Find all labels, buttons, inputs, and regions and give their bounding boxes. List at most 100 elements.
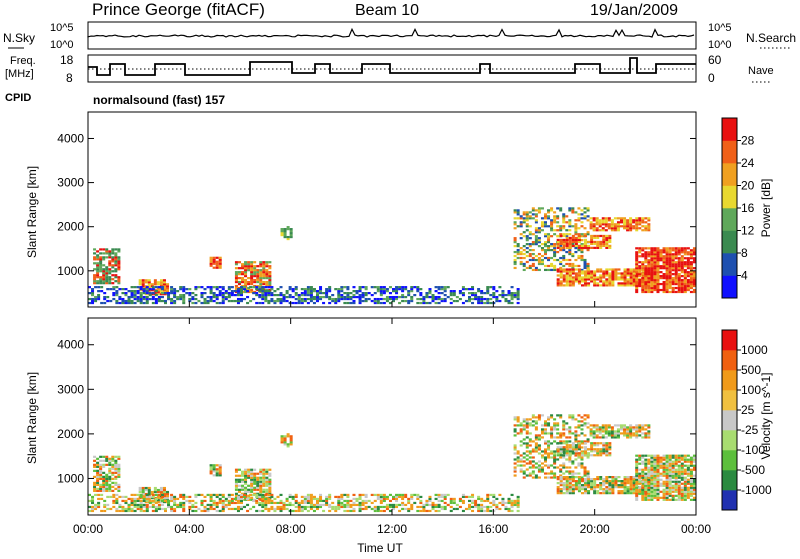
velocity-cell: [644, 496, 648, 499]
power-cell: [680, 259, 684, 262]
power-cell: [671, 282, 675, 286]
power-cell: [398, 301, 402, 305]
power-cell: [601, 219, 605, 222]
power-cell: [677, 263, 681, 266]
velocity-cell: [218, 497, 222, 501]
power-cell: [170, 301, 174, 305]
power-cell: [111, 248, 115, 251]
velocity-cell: [656, 482, 660, 485]
velocity-cell: [677, 490, 681, 493]
power-cell: [583, 215, 587, 218]
power-cell: [431, 293, 435, 297]
power-cell: [234, 263, 238, 266]
power-cell: [638, 284, 642, 288]
velocity-cell: [668, 474, 672, 477]
velocity-cell: [574, 482, 578, 485]
power-cell: [513, 266, 517, 270]
velocity-cell: [571, 492, 575, 495]
velocity-cell: [653, 460, 657, 463]
power-cell: [662, 267, 666, 270]
velocity-cell: [568, 430, 572, 433]
velocity-cell: [537, 444, 541, 447]
velocity-cell: [635, 484, 639, 487]
velocity-cell: [259, 468, 263, 471]
power-cell: [534, 227, 538, 230]
power-cell: [632, 225, 636, 228]
power-cell: [247, 269, 251, 272]
velocity-cell: [559, 452, 563, 455]
power-cell: [258, 301, 262, 305]
power-cell: [513, 295, 517, 299]
velocity-cell: [285, 503, 289, 507]
velocity-cell: [328, 493, 332, 497]
power-cell: [574, 278, 578, 281]
velocity-cell: [531, 414, 535, 417]
velocity-cell: [425, 499, 429, 503]
velocity-cell: [568, 460, 572, 463]
power-cell: [102, 258, 106, 261]
power-cell: [550, 229, 554, 232]
power-cell: [671, 290, 675, 294]
velocity-cell: [644, 458, 648, 461]
power-cell: [620, 284, 624, 287]
power-cell: [590, 270, 594, 273]
velocity-cell: [297, 505, 301, 509]
power-cell: [574, 264, 578, 268]
power-cell: [629, 221, 633, 224]
velocity-cell: [167, 499, 171, 503]
power-cell: [647, 227, 651, 230]
velocity-cell: [167, 503, 171, 507]
power-cell: [623, 278, 627, 281]
power-cell: [483, 292, 487, 295]
power-cell: [105, 266, 109, 269]
power-cell: [647, 253, 651, 256]
power-cell: [486, 288, 490, 291]
velocity-cell: [182, 495, 186, 499]
power-cell: [117, 278, 121, 281]
power-cell: [590, 272, 594, 275]
velocity-cell: [584, 448, 588, 451]
velocity-cell: [218, 493, 222, 497]
power-cell: [553, 252, 557, 256]
velocity-cell: [589, 430, 593, 433]
power-cell: [641, 249, 645, 252]
velocity-cell: [617, 476, 621, 479]
power-cell: [626, 227, 630, 230]
velocity-cell: [635, 490, 639, 493]
power-cell: [477, 301, 481, 305]
velocity-cell: [191, 505, 195, 509]
power-cell: [352, 290, 356, 293]
power-cell: [253, 275, 257, 278]
power-cell: [522, 262, 526, 266]
power-cell: [547, 233, 551, 236]
velocity-cell: [244, 472, 248, 475]
velocity-cell: [300, 507, 304, 511]
power-cell: [653, 251, 657, 254]
velocity-cell: [525, 454, 529, 457]
power-cell: [340, 295, 344, 299]
power-cell: [608, 268, 612, 271]
velocity-cell: [270, 501, 274, 505]
velocity-cell: [108, 483, 112, 487]
velocity-cell: [252, 505, 256, 509]
velocity-cell: [683, 454, 687, 457]
power-cell: [268, 284, 272, 288]
power-cell: [638, 255, 642, 258]
velocity-cell: [392, 507, 395, 511]
velocity-cell: [114, 481, 118, 484]
colorbar-frame: [721, 329, 738, 511]
power-cell: [559, 246, 563, 249]
velocity-cell: [477, 497, 481, 501]
velocity-cell: [379, 509, 383, 513]
velocity-cell: [668, 470, 672, 473]
power-cell: [105, 270, 109, 273]
power-cell: [677, 251, 681, 254]
power-cell: [306, 288, 310, 291]
velocity-cell: [562, 492, 566, 495]
freq-label: Freq.: [10, 55, 36, 67]
power-cell: [112, 288, 116, 291]
power-cell: [595, 229, 599, 232]
velocity-cell: [659, 462, 663, 465]
power-cell: [635, 257, 639, 260]
velocity-cell: [644, 480, 648, 483]
